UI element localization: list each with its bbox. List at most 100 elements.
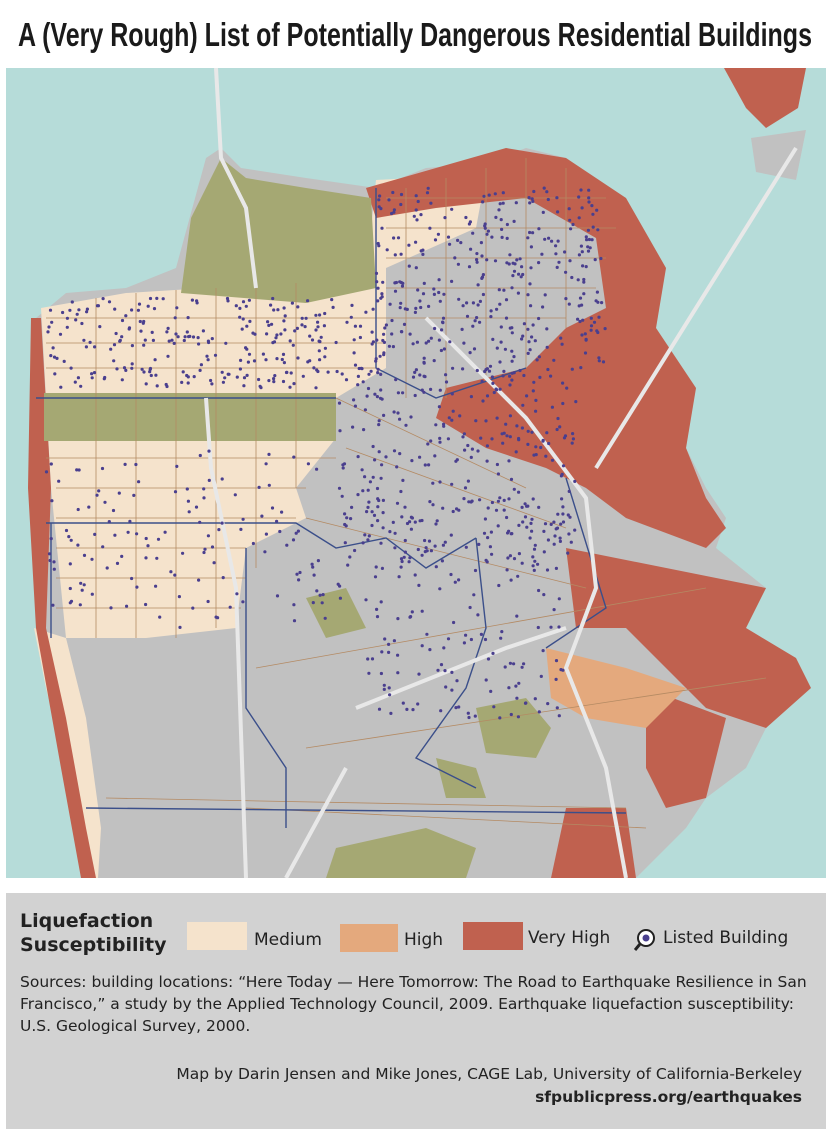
building-dot (281, 352, 286, 356)
building-dot (68, 562, 72, 566)
district-line (36, 188, 527, 828)
building-dot (297, 578, 301, 582)
building-dot (212, 561, 216, 565)
building-dot (503, 665, 507, 669)
building-dot (224, 341, 228, 345)
building-dot (552, 358, 556, 362)
building-dot (380, 226, 384, 230)
building-dot (392, 410, 396, 414)
building-dot (68, 308, 72, 312)
building-dot (331, 305, 335, 309)
building-dot (90, 592, 94, 596)
building-dot (492, 705, 496, 709)
building-dot (388, 302, 392, 306)
building-dot (543, 237, 547, 241)
building-dot (413, 573, 417, 577)
building-dot (366, 657, 370, 661)
building-dot (530, 430, 534, 434)
building-dot (498, 716, 502, 720)
building-dot (469, 637, 473, 642)
building-dot (388, 530, 392, 534)
building-dot (438, 587, 442, 591)
building-dot (473, 568, 478, 573)
building-dot (432, 359, 436, 363)
building-dot (306, 299, 310, 303)
building-dot (505, 434, 509, 438)
building-dot (319, 335, 323, 339)
building-dot (494, 508, 499, 512)
building-dot (557, 714, 561, 718)
building-dot (346, 563, 350, 567)
building-dot (408, 332, 412, 336)
building-dot (523, 515, 528, 519)
building-dot (140, 367, 144, 371)
building-dot (392, 208, 396, 212)
building-dot (517, 523, 521, 527)
building-dot (421, 292, 426, 296)
building-dot (586, 245, 590, 249)
building-dot (391, 520, 395, 524)
building-dot (241, 517, 245, 521)
building-dot (315, 589, 319, 593)
building-dot (537, 710, 541, 714)
building-dot (499, 325, 503, 329)
building-dot (227, 372, 231, 376)
building-dot (441, 316, 446, 320)
building-dot (296, 529, 300, 533)
building-dot (295, 326, 299, 330)
building-dot (509, 477, 514, 481)
building-dot (456, 238, 460, 242)
building-dot (57, 479, 61, 483)
building-dot (504, 422, 508, 426)
building-dot (306, 462, 310, 466)
building-dot (488, 364, 493, 368)
building-dot (310, 338, 315, 342)
building-dot (481, 292, 485, 297)
building-dot (580, 206, 584, 210)
building-dot (507, 262, 511, 266)
building-dot (105, 566, 109, 570)
highway (284, 626, 567, 878)
building-dot (312, 573, 316, 577)
building-dot (70, 300, 74, 304)
building-dot (178, 625, 182, 630)
building-dot (485, 258, 489, 262)
building-dot (597, 359, 601, 363)
building-dot (387, 686, 391, 690)
building-dot (532, 453, 536, 457)
building-dot (461, 304, 465, 308)
building-dot (156, 537, 161, 541)
building-dot (569, 540, 573, 544)
building-dot (427, 339, 431, 343)
building-dot (526, 236, 530, 240)
building-dot (210, 382, 214, 386)
building-dot (387, 642, 391, 647)
building-dot (414, 240, 418, 244)
building-dot (396, 391, 400, 395)
building-dot (188, 334, 192, 338)
building-dot (422, 281, 426, 285)
building-dot (120, 378, 124, 382)
building-dot (522, 662, 526, 666)
building-dot (423, 538, 427, 543)
building-dot (447, 416, 451, 420)
building-dot (385, 248, 389, 252)
building-dot (567, 489, 571, 493)
building-dot (422, 361, 426, 365)
building-dot (446, 637, 451, 641)
building-dot (335, 369, 339, 374)
building-dot (420, 609, 424, 613)
building-dot (369, 369, 373, 373)
building-dot (512, 662, 516, 666)
building-dot (421, 248, 425, 252)
building-dot (407, 560, 411, 564)
building-dot (568, 515, 572, 519)
building-dot (491, 337, 495, 341)
building-dot (217, 528, 221, 532)
building-dot (434, 522, 438, 526)
building-dot (578, 296, 583, 300)
building-dot (508, 253, 512, 257)
building-dot (526, 442, 530, 446)
building-dot (220, 477, 224, 481)
building-dot (531, 564, 535, 568)
